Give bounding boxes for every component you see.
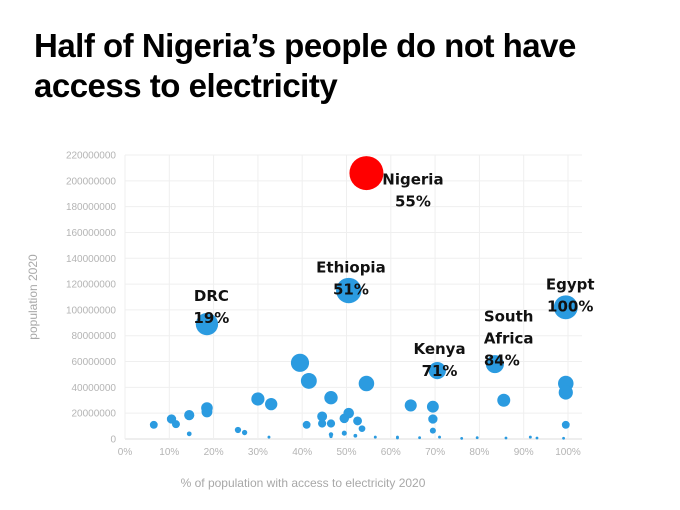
y-tick-label: 40000000	[72, 383, 117, 394]
y-tick-label: 180000000	[66, 202, 116, 213]
data-point	[396, 436, 399, 440]
data-point	[562, 436, 565, 440]
data-point	[339, 413, 350, 424]
annotation-label: 100%	[547, 297, 593, 315]
y-tick-label: 0	[110, 435, 116, 446]
data-point	[418, 436, 421, 440]
y-tick-label: 200000000	[66, 176, 116, 187]
data-point	[267, 435, 271, 439]
annotation-label: Ethiopia	[316, 258, 386, 276]
annotation-label: 55%	[395, 193, 431, 211]
data-point	[553, 295, 578, 320]
data-point	[358, 375, 375, 392]
data-point	[149, 420, 158, 429]
annotation-label: 19%	[193, 309, 229, 327]
data-point	[341, 430, 347, 436]
data-point	[318, 419, 327, 428]
data-point	[300, 372, 317, 389]
data-point	[373, 435, 377, 439]
data-point	[302, 420, 311, 429]
data-point	[428, 414, 438, 424]
annotation-label: Africa	[484, 330, 534, 348]
data-point	[324, 390, 338, 405]
x-tick-label: 0%	[118, 447, 133, 458]
y-tick-label: 220000000	[66, 151, 116, 162]
annotation-label: DRC	[194, 287, 229, 305]
y-tick-label: 100000000	[66, 305, 116, 316]
data-point	[428, 361, 446, 380]
x-tick-label: 70%	[425, 447, 445, 458]
x-axis-ticks: 0% 10% 20% 30% 40% 50% 60% 70% 80% 90% 100%	[118, 447, 581, 458]
data-point	[201, 406, 213, 418]
annotation-label: South	[484, 308, 534, 326]
data-point	[358, 425, 366, 433]
data-point	[326, 419, 336, 428]
data-points	[149, 156, 578, 440]
data-point	[329, 434, 333, 439]
annotations: Nigeria 55% Ethiopia 51% DRC 19% Egypt 100% Sout…	[193, 171, 594, 380]
data-point	[561, 420, 570, 429]
chart-title: Half of Nigeria’s people do not have acc…	[34, 27, 576, 104]
y-tick-label: 160000000	[66, 228, 116, 239]
annotation-label: Egypt	[546, 275, 595, 293]
data-point	[485, 355, 504, 374]
data-point	[186, 431, 192, 437]
y-tick-label: 80000000	[72, 331, 117, 342]
x-tick-label: 10%	[159, 447, 179, 458]
data-point	[504, 436, 508, 440]
y-tick-label: 120000000	[66, 280, 116, 291]
y-tick-label: 140000000	[66, 254, 116, 265]
x-tick-label: 100%	[555, 447, 581, 458]
data-point	[353, 416, 363, 426]
data-point	[497, 393, 511, 407]
x-tick-label: 40%	[292, 447, 312, 458]
annotation-label: 51%	[333, 280, 369, 298]
x-tick-label: 50%	[336, 447, 356, 458]
data-point	[184, 410, 195, 421]
annotation-label: Nigeria	[382, 171, 443, 189]
data-point	[353, 433, 358, 438]
y-tick-label: 60000000	[72, 357, 117, 368]
data-point	[429, 427, 436, 434]
data-point	[251, 392, 265, 406]
annotation-label: Kenya	[413, 340, 465, 358]
data-point	[535, 436, 539, 440]
y-axis-label: population 2020	[26, 254, 40, 340]
data-point	[290, 353, 310, 372]
data-point	[558, 385, 573, 400]
x-tick-label: 20%	[204, 447, 224, 458]
y-axis-ticks: 0 20000000 40000000 60000000 80000000 1000000…	[66, 151, 117, 446]
data-point	[171, 420, 180, 429]
annotation-label: 71%	[422, 362, 458, 380]
data-point	[475, 436, 479, 440]
data-point	[528, 435, 532, 439]
highlight-point	[349, 156, 384, 191]
data-point	[195, 312, 219, 336]
data-point	[234, 426, 242, 434]
y-tick-label: 20000000	[72, 409, 117, 420]
data-point	[460, 436, 464, 440]
data-point	[265, 397, 278, 411]
data-point	[336, 277, 362, 304]
x-tick-label: 80%	[469, 447, 489, 458]
annotation-label: 84%	[484, 352, 520, 370]
data-point	[317, 411, 328, 422]
data-point	[404, 399, 417, 412]
x-tick-label: 30%	[248, 447, 268, 458]
x-tick-label: 60%	[381, 447, 401, 458]
data-point	[438, 435, 441, 439]
data-point	[426, 400, 439, 413]
x-tick-label: 90%	[514, 447, 534, 458]
x-axis-label: % of population with access to electrici…	[181, 476, 426, 490]
data-point	[241, 429, 248, 436]
